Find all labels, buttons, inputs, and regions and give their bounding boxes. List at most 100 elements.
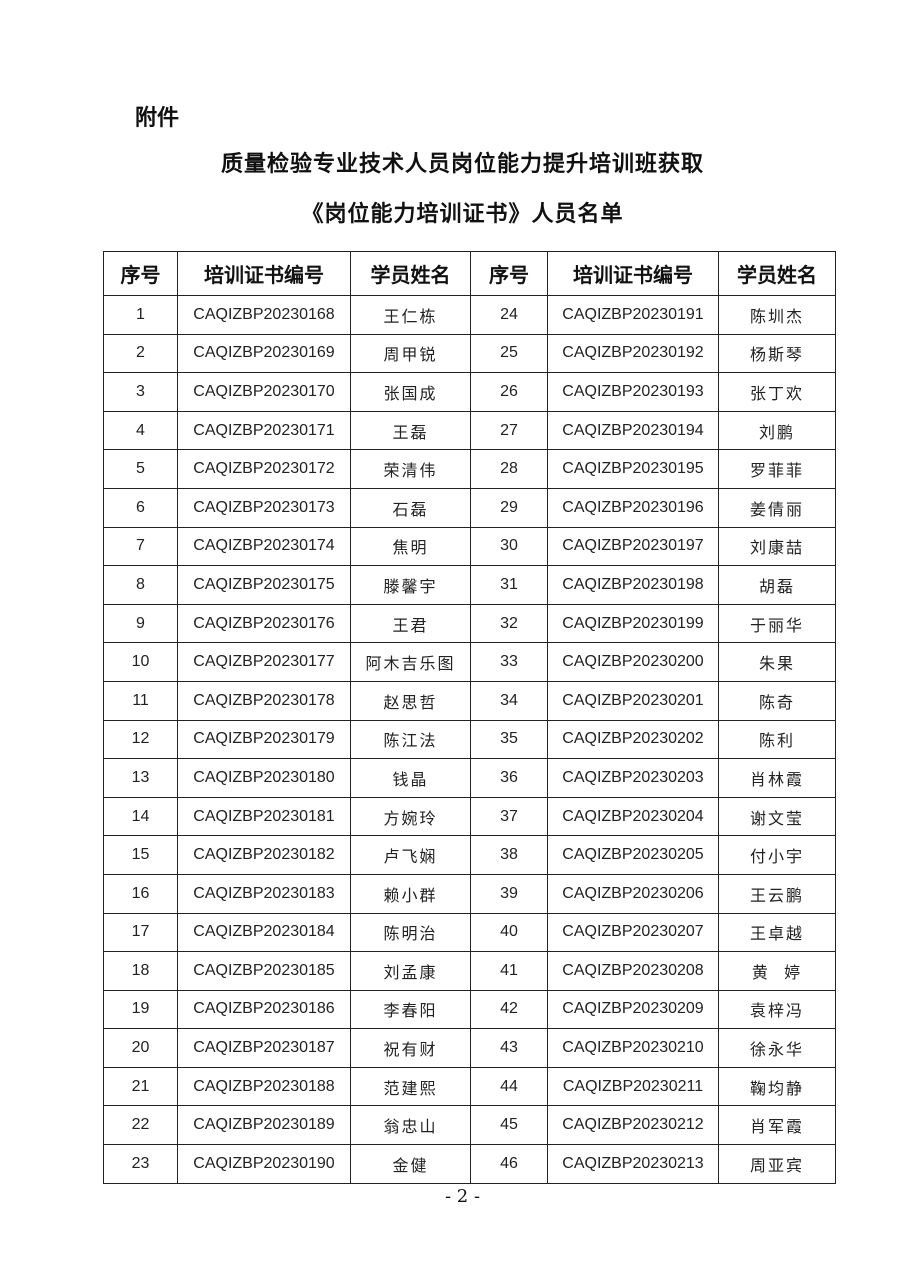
table-row: 12 CAQIZBP20230179 陈江法 35 CAQIZBP20230202 陈利: [103, 719, 836, 760]
table-row: 7 CAQIZBP20230174 焦明 30 CAQIZBP20230197 刘康喆: [103, 526, 836, 567]
cert-no-cell: CAQIZBP20230198: [547, 565, 719, 605]
cert-no-cell: CAQIZBP20230181: [177, 796, 351, 837]
seq-cell: 21: [103, 1066, 178, 1107]
cert-no-cell: CAQIZBP20230210: [547, 1028, 719, 1068]
seq-cell: 44: [470, 1066, 548, 1107]
cert-no-cell: CAQIZBP20230170: [177, 372, 351, 412]
name-cell: 袁梓冯: [718, 989, 836, 1030]
seq-cell: 15: [103, 835, 178, 875]
table-row: 21 CAQIZBP20230188 范建熙 44 CAQIZBP20230211 鞠均静: [103, 1066, 836, 1107]
seq-cell: 40: [470, 912, 548, 953]
seq-cell: 30: [470, 526, 548, 567]
header-name: 学员姓名: [718, 251, 836, 296]
table-row: 14 CAQIZBP20230181 方婉玲 37 CAQIZBP20230204 谢文莹: [103, 796, 836, 837]
name-cell: 卢飞娴: [350, 835, 471, 875]
cert-no-cell: CAQIZBP20230196: [547, 487, 719, 528]
name-cell: 王仁栋: [350, 295, 471, 335]
table-row: 1 CAQIZBP20230168 王仁栋 24 CAQIZBP20230191 陈圳杰: [103, 295, 836, 335]
name-cell: 李春阳: [350, 989, 471, 1030]
seq-cell: 22: [103, 1105, 178, 1146]
name-cell: 张国成: [350, 372, 471, 412]
table-row: 17 CAQIZBP20230184 陈明治 40 CAQIZBP20230207 王卓越: [103, 912, 836, 953]
seq-cell: 26: [470, 372, 548, 412]
name-cell: 刘孟康: [350, 951, 471, 991]
seq-cell: 5: [103, 449, 178, 489]
cert-no-cell: CAQIZBP20230197: [547, 526, 719, 567]
cert-no-cell: CAQIZBP20230187: [177, 1028, 351, 1068]
seq-cell: 17: [103, 912, 178, 953]
name-cell: 周甲锐: [350, 333, 471, 374]
table-row: 20 CAQIZBP20230187 祝有财 43 CAQIZBP20230210 徐永华: [103, 1028, 836, 1068]
cert-no-cell: CAQIZBP20230203: [547, 758, 719, 798]
cert-no-cell: CAQIZBP20230182: [177, 835, 351, 875]
cert-no-cell: CAQIZBP20230172: [177, 449, 351, 489]
seq-cell: 41: [470, 951, 548, 991]
document-title-line2: 《岗位能力培训证书》人员名单: [301, 201, 624, 227]
name-cell: 范建熙: [350, 1066, 471, 1107]
table-row: 9 CAQIZBP20230176 王君 32 CAQIZBP20230199 于丽华: [103, 603, 836, 644]
seq-cell: 38: [470, 835, 548, 875]
cert-no-cell: CAQIZBP20230186: [177, 989, 351, 1030]
header-name: 学员姓名: [350, 251, 471, 296]
seq-cell: 24: [470, 295, 548, 335]
name-cell: 陈利: [718, 719, 836, 760]
name-cell: 赵思哲: [350, 680, 471, 721]
seq-cell: 19: [103, 989, 178, 1030]
seq-cell: 6: [103, 487, 178, 528]
cert-no-cell: CAQIZBP20230188: [177, 1066, 351, 1107]
cert-no-cell: CAQIZBP20230206: [547, 873, 719, 914]
seq-cell: 36: [470, 758, 548, 798]
name-cell: 金健: [350, 1144, 471, 1184]
name-cell: 罗菲菲: [718, 449, 836, 489]
seq-cell: 9: [103, 603, 178, 644]
table-row: 19 CAQIZBP20230186 李春阳 42 CAQIZBP20230209 袁梓冯: [103, 989, 836, 1030]
cert-no-cell: CAQIZBP20230180: [177, 758, 351, 798]
name-cell: 赖小群: [350, 873, 471, 914]
cert-no-cell: CAQIZBP20230205: [547, 835, 719, 875]
cert-no-cell: CAQIZBP20230207: [547, 912, 719, 953]
cert-no-cell: CAQIZBP20230211: [547, 1066, 719, 1107]
roster-table: 序号 培训证书编号 学员姓名 序号 培训证书编号 学员姓名 1 CAQIZBP20…: [103, 251, 836, 1184]
cert-no-cell: CAQIZBP20230183: [177, 873, 351, 914]
name-cell: 肖林霞: [718, 758, 836, 798]
table-row: 22 CAQIZBP20230189 翁忠山 45 CAQIZBP20230212 肖军霞: [103, 1105, 836, 1146]
cert-no-cell: CAQIZBP20230173: [177, 487, 351, 528]
name-cell: 王君: [350, 603, 471, 644]
cert-no-cell: CAQIZBP20230174: [177, 526, 351, 567]
cert-no-cell: CAQIZBP20230168: [177, 295, 351, 335]
header-seq: 序号: [103, 251, 178, 296]
name-cell: 徐永华: [718, 1028, 836, 1068]
cert-no-cell: CAQIZBP20230184: [177, 912, 351, 953]
table-row: 13 CAQIZBP20230180 钱晶 36 CAQIZBP20230203 肖林霞: [103, 758, 836, 798]
cert-no-cell: CAQIZBP20230177: [177, 642, 351, 682]
name-cell: 祝有财: [350, 1028, 471, 1068]
name-cell: 朱果: [718, 642, 836, 682]
cert-no-cell: CAQIZBP20230192: [547, 333, 719, 374]
seq-cell: 28: [470, 449, 548, 489]
seq-cell: 13: [103, 758, 178, 798]
seq-cell: 2: [103, 333, 178, 374]
seq-cell: 29: [470, 487, 548, 528]
name-cell: 姜倩丽: [718, 487, 836, 528]
name-cell: 石磊: [350, 487, 471, 528]
seq-cell: 10: [103, 642, 178, 682]
table-row: 4 CAQIZBP20230171 王磊 27 CAQIZBP20230194 刘鹏: [103, 410, 836, 451]
name-cell: 刘鹏: [718, 410, 836, 451]
seq-cell: 39: [470, 873, 548, 914]
seq-cell: 4: [103, 410, 178, 451]
cert-no-cell: CAQIZBP20230213: [547, 1144, 719, 1184]
name-cell: 胡磊: [718, 565, 836, 605]
seq-cell: 31: [470, 565, 548, 605]
cert-no-cell: CAQIZBP20230190: [177, 1144, 351, 1184]
seq-cell: 32: [470, 603, 548, 644]
header-cert-no: 培训证书编号: [547, 251, 719, 296]
name-cell: 刘康喆: [718, 526, 836, 567]
name-cell: 陈明治: [350, 912, 471, 953]
table-row: 18 CAQIZBP20230185 刘孟康 41 CAQIZBP20230208 黄 婷: [103, 951, 836, 991]
cert-no-cell: CAQIZBP20230204: [547, 796, 719, 837]
cert-no-cell: CAQIZBP20230195: [547, 449, 719, 489]
name-cell: 王磊: [350, 410, 471, 451]
seq-cell: 20: [103, 1028, 178, 1068]
seq-cell: 8: [103, 565, 178, 605]
seq-cell: 7: [103, 526, 178, 567]
